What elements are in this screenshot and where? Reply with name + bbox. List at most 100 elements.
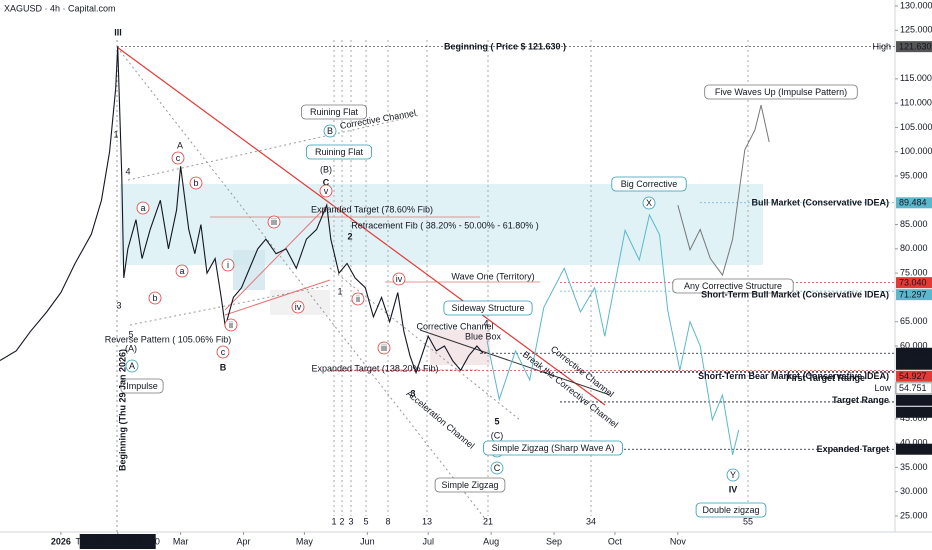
y-tick-label: 95.000 (900, 170, 928, 180)
wave-marker (642, 196, 656, 210)
note-text: Sideway Structure (451, 303, 524, 313)
y-tick-label: 45.000 (900, 413, 928, 423)
time-count: 3 (348, 516, 353, 526)
wave-marker (726, 468, 740, 482)
tag-name: High (872, 42, 891, 52)
channel-line (116, 46, 491, 526)
price-tag-label: 71.297 (899, 290, 927, 300)
y-tick-label: 35.000 (900, 462, 928, 472)
price-line (0, 46, 484, 375)
wave-marker (148, 291, 162, 305)
y-tick-label: 130.000 (900, 0, 932, 10)
y-tick-label: 30.000 (900, 486, 928, 496)
note-box (483, 440, 623, 456)
tag-name: Low (874, 383, 891, 393)
time-count: 13 (422, 516, 432, 526)
wave-marker (125, 359, 139, 373)
wave-marker (224, 318, 238, 332)
zone-box (430, 330, 490, 365)
y-tick-label: 110.000 (900, 98, 932, 108)
annotation: A (177, 140, 183, 150)
annotation: Corrective Channel (416, 321, 493, 331)
level-name: Target Range (832, 395, 889, 405)
wave-marker (221, 258, 235, 272)
note-box (300, 104, 367, 120)
channel-line (419, 329, 611, 396)
time-count: 34 (586, 516, 596, 526)
annotation: III (114, 27, 122, 37)
wave-label: ii (356, 294, 360, 304)
note-text: Any Corrective Structure (684, 281, 782, 291)
wave-marker (171, 151, 185, 165)
note-text: Five Waves Up (Impulse Pattern) (715, 87, 847, 97)
price-tag (896, 197, 932, 209)
wave-marker (175, 264, 189, 278)
note-text: Ruining Flat (315, 147, 364, 157)
channel-line (329, 267, 521, 421)
note-box (305, 144, 372, 160)
wave-label: C (494, 463, 501, 473)
time-count: 5 (363, 516, 368, 526)
x-tick-label: Mar (173, 536, 189, 546)
price-tag-label: 54.599 (899, 395, 927, 405)
x-tick-label: Apr (237, 536, 251, 546)
time-count: 21 (483, 516, 493, 526)
price-tag-label: 73.040 (899, 278, 927, 288)
price-tag (896, 347, 932, 370)
wave-label: B (327, 126, 333, 136)
wave-line (224, 206, 327, 311)
y-tick-label: 75.000 (900, 268, 928, 278)
wave-marker (189, 176, 203, 190)
annotation: Retracement Fib ( 38.20% - 50.00% - 61.8… (351, 220, 539, 230)
wave-line (224, 279, 331, 316)
wave-label: b (152, 293, 157, 303)
annotation: 3 (116, 300, 121, 310)
note-box (434, 477, 506, 493)
wave-label: b (193, 178, 198, 188)
y-tick-label: 25.000 (900, 510, 928, 520)
wave-marker (291, 300, 305, 314)
annotation: (C) (491, 430, 504, 440)
annotation: 1 (113, 129, 118, 139)
annotation: Beginning ( Price $ 121.630 ) (444, 41, 566, 51)
price-tag (896, 443, 932, 455)
x-tick-label: 2026 (51, 536, 71, 546)
wave-label: Y (730, 470, 736, 480)
x-tick-label: Oct (608, 536, 623, 546)
annotation: (B) (320, 164, 332, 174)
time-count: 55 (743, 516, 753, 526)
wave-label: iii (271, 217, 277, 227)
wave-label: iv (295, 302, 302, 312)
note-text: Impulse (126, 381, 158, 391)
annotation: Beginning (Thu 29 Jan 2026) (117, 349, 127, 471)
y-tick-label: 80.000 (900, 243, 928, 253)
level-name: Short-Term Bull Market (Conservative IDE… (701, 290, 889, 300)
annotation: Expanded Target (78.60% Fib) (311, 204, 433, 214)
x-tick-label: Thu 29 Jan '26 14:30 (76, 536, 160, 546)
countdown: 02:45:23 (899, 359, 932, 369)
x-tick-label: Aug (483, 536, 499, 546)
price-tag (896, 406, 932, 418)
annotation: 1 (337, 286, 342, 296)
level-name: Expanded Target (817, 444, 889, 454)
wave-label: i (227, 260, 229, 270)
wave-marker (267, 215, 281, 229)
price-tag (896, 41, 932, 53)
y-tick-label: 125.000 (900, 25, 932, 35)
note-box (611, 176, 687, 192)
y-tick-label: 100.000 (900, 146, 932, 156)
price-tag (896, 289, 932, 301)
annotation: Acceleration Channel (404, 388, 476, 451)
note-text: Double zigzag (702, 505, 759, 515)
price-tag (896, 394, 932, 406)
annotation: (A) (125, 343, 137, 353)
price-tag-label: 38.742 (899, 444, 927, 454)
note-text: Simple Zigzag (Sharp Wave A) (492, 443, 615, 453)
y-tick-label: 65.000 (900, 316, 928, 326)
wave-label: ii (229, 320, 233, 330)
wave-label: c (221, 347, 226, 357)
annotation: 5 (494, 416, 499, 426)
time-count: 1 (331, 516, 336, 526)
wave-label: a (179, 266, 184, 276)
